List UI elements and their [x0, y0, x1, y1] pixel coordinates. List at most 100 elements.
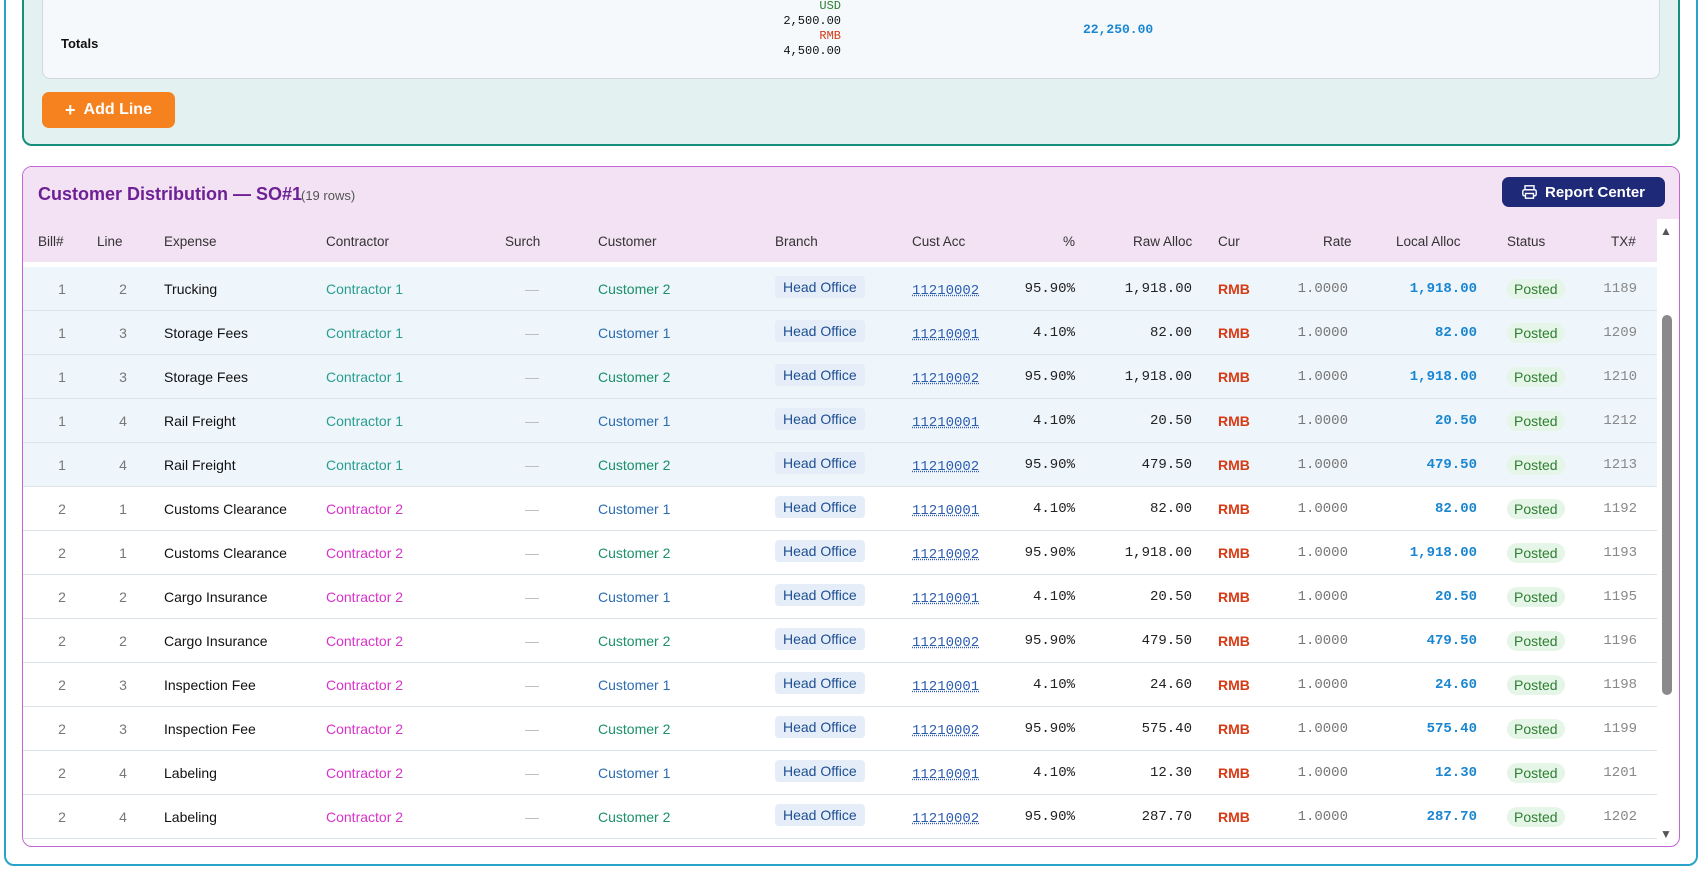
cell-cust-acc-link[interactable]: 11210001 — [912, 767, 980, 783]
col-status[interactable]: Status — [1507, 234, 1546, 249]
cell-surcharge: — — [525, 413, 539, 429]
cell-rate: 1.0000 — [1297, 677, 1348, 693]
cell-status-badge: Posted — [1507, 807, 1565, 827]
cell-currency: RMB — [1218, 765, 1250, 781]
col-cust-acc[interactable]: Cust Acc — [912, 234, 966, 249]
cell-raw-alloc: 20.50 — [1149, 413, 1192, 429]
cell-line: 4 — [119, 765, 127, 781]
table-row[interactable]: 1 4 Rail Freight Contractor 1 — Customer 1 Hea… — [23, 399, 1657, 443]
cell-cust-acc-link[interactable]: 11210002 — [912, 459, 980, 475]
cell-cust-acc-link[interactable]: 11210001 — [912, 503, 980, 519]
table-row[interactable]: 2 1 Customs Clearance Contractor 2 — Customer… — [23, 531, 1657, 575]
cell-rate: 1.0000 — [1297, 633, 1348, 649]
col-surch[interactable]: Surch — [505, 234, 541, 249]
col-contractor[interactable]: Contractor — [326, 234, 390, 249]
table-row[interactable]: 1 2 Trucking Contractor 1 — Customer 2 Head Of… — [23, 267, 1657, 311]
cell-local-alloc: 1,918.00 — [1409, 545, 1477, 561]
table-row[interactable]: 1 3 Storage Fees Contractor 1 — Customer 1 Hea… — [23, 311, 1657, 355]
cell-percent: 95.90% — [1024, 721, 1075, 737]
cell-status-badge: Posted — [1507, 411, 1565, 431]
cell-raw-alloc: 20.50 — [1149, 589, 1192, 605]
table-row[interactable]: 2 1 Customs Clearance Contractor 2 — Customer… — [23, 487, 1657, 531]
col-local-alloc[interactable]: Local Alloc — [1396, 234, 1461, 249]
col-customer[interactable]: Customer — [598, 234, 657, 249]
col-tx[interactable]: TX# — [1611, 234, 1636, 249]
cell-cust-acc-link[interactable]: 11210002 — [912, 811, 980, 827]
col-branch[interactable]: Branch — [775, 234, 818, 249]
cell-percent: 95.90% — [1024, 809, 1075, 825]
col-line[interactable]: Line — [97, 234, 123, 249]
cell-local-alloc: 20.50 — [1434, 589, 1477, 605]
cell-raw-alloc: 479.50 — [1141, 633, 1192, 649]
cell-branch-badge: Head Office — [775, 716, 865, 738]
cell-bill: 1 — [58, 413, 66, 429]
cell-customer: Customer 2 — [598, 281, 671, 297]
table-row[interactable]: 2 4 Labeling Contractor 2 — Customer 2 Head Of… — [23, 795, 1657, 839]
cell-raw-alloc: 1,918.00 — [1124, 369, 1192, 385]
cell-raw-alloc: 1,918.00 — [1124, 281, 1192, 297]
table-row[interactable]: 1 3 Storage Fees Contractor 1 — Customer 2 Hea… — [23, 355, 1657, 399]
cell-status-badge: Posted — [1507, 675, 1565, 695]
cell-rate: 1.0000 — [1297, 457, 1348, 473]
table-row[interactable]: 2 2 Cargo Insurance Contractor 2 — Customer 2… — [23, 619, 1657, 663]
cell-customer: Customer 1 — [598, 765, 671, 781]
cell-branch-badge: Head Office — [775, 672, 865, 694]
cell-rate: 1.0000 — [1297, 369, 1348, 385]
cell-bill: 2 — [58, 501, 66, 517]
cell-bill: 1 — [58, 369, 66, 385]
cell-percent: 4.10% — [1032, 765, 1075, 781]
totals-card: Totals USD 2,500.00 RMB 4,500.00 22,250.… — [42, 0, 1660, 79]
plus-icon: + — [65, 99, 76, 120]
cell-cust-acc-link[interactable]: 11210002 — [912, 723, 980, 739]
cell-cust-acc-link[interactable]: 11210001 — [912, 415, 980, 431]
cell-cust-acc-link[interactable]: 11210001 — [912, 591, 980, 607]
cell-rate: 1.0000 — [1297, 809, 1348, 825]
table-row[interactable]: 2 4 Labeling Contractor 2 — Customer 1 Head Of… — [23, 751, 1657, 795]
add-line-button[interactable]: + Add Line — [42, 92, 175, 128]
cell-local-alloc: 1,918.00 — [1409, 281, 1477, 297]
cell-cust-acc-link[interactable]: 11210002 — [912, 635, 980, 651]
cell-customer: Customer 1 — [598, 677, 671, 693]
cell-rate: 1.0000 — [1297, 281, 1348, 297]
cell-expense: Trucking — [164, 281, 218, 297]
cell-local-alloc: 12.30 — [1434, 765, 1477, 781]
cell-cust-acc-link[interactable]: 11210001 — [912, 327, 980, 343]
col-expense[interactable]: Expense — [164, 234, 217, 249]
cell-percent: 4.10% — [1032, 677, 1075, 693]
table-row[interactable]: 2 3 Inspection Fee Contractor 2 — Customer 1 H… — [23, 663, 1657, 707]
cell-raw-alloc: 82.00 — [1149, 325, 1192, 341]
cell-percent: 95.90% — [1024, 633, 1075, 649]
cell-cust-acc-link[interactable]: 11210002 — [912, 371, 980, 387]
table-row[interactable]: 2 2 Cargo Insurance Contractor 2 — Customer 1… — [23, 575, 1657, 619]
cell-expense: Storage Fees — [164, 325, 249, 341]
cell-status-badge: Posted — [1507, 367, 1565, 387]
table-row[interactable]: 1 4 Rail Freight Contractor 1 — Customer 2 Hea… — [23, 443, 1657, 487]
cell-raw-alloc: 1,918.00 — [1124, 545, 1192, 561]
cell-contractor: Contractor 1 — [326, 325, 404, 341]
totals-label: Totals — [61, 36, 99, 51]
report-center-button[interactable]: Report Center — [1502, 177, 1665, 207]
col-cur[interactable]: Cur — [1218, 234, 1240, 249]
cell-local-alloc: 575.40 — [1426, 721, 1477, 737]
cell-line: 3 — [119, 721, 127, 737]
scrollbar-thumb[interactable] — [1662, 315, 1672, 695]
cell-expense: Inspection Fee — [164, 677, 256, 693]
col-rate[interactable]: Rate — [1323, 234, 1352, 249]
cell-currency: RMB — [1218, 589, 1250, 605]
scroll-down-icon[interactable]: ▼ — [1660, 827, 1672, 841]
scroll-up-icon[interactable]: ▲ — [1660, 224, 1672, 238]
cell-local-alloc: 1,918.00 — [1409, 369, 1477, 385]
cell-branch-badge: Head Office — [775, 804, 865, 826]
table-row[interactable]: 2 3 Inspection Fee Contractor 2 — Customer 2 H… — [23, 707, 1657, 751]
cell-cust-acc-link[interactable]: 11210001 — [912, 679, 980, 695]
col-percent[interactable]: % — [1063, 234, 1076, 249]
cell-tx: 1212 — [1603, 413, 1637, 429]
cell-tx: 1193 — [1603, 545, 1637, 561]
cell-currency: RMB — [1218, 457, 1250, 473]
cell-local-alloc: 479.50 — [1426, 633, 1477, 649]
cell-customer: Customer 1 — [598, 501, 671, 517]
col-raw-alloc[interactable]: Raw Alloc — [1133, 234, 1193, 249]
cell-cust-acc-link[interactable]: 11210002 — [912, 283, 980, 299]
cell-cust-acc-link[interactable]: 11210002 — [912, 547, 980, 563]
col-bill[interactable]: Bill# — [38, 234, 64, 249]
